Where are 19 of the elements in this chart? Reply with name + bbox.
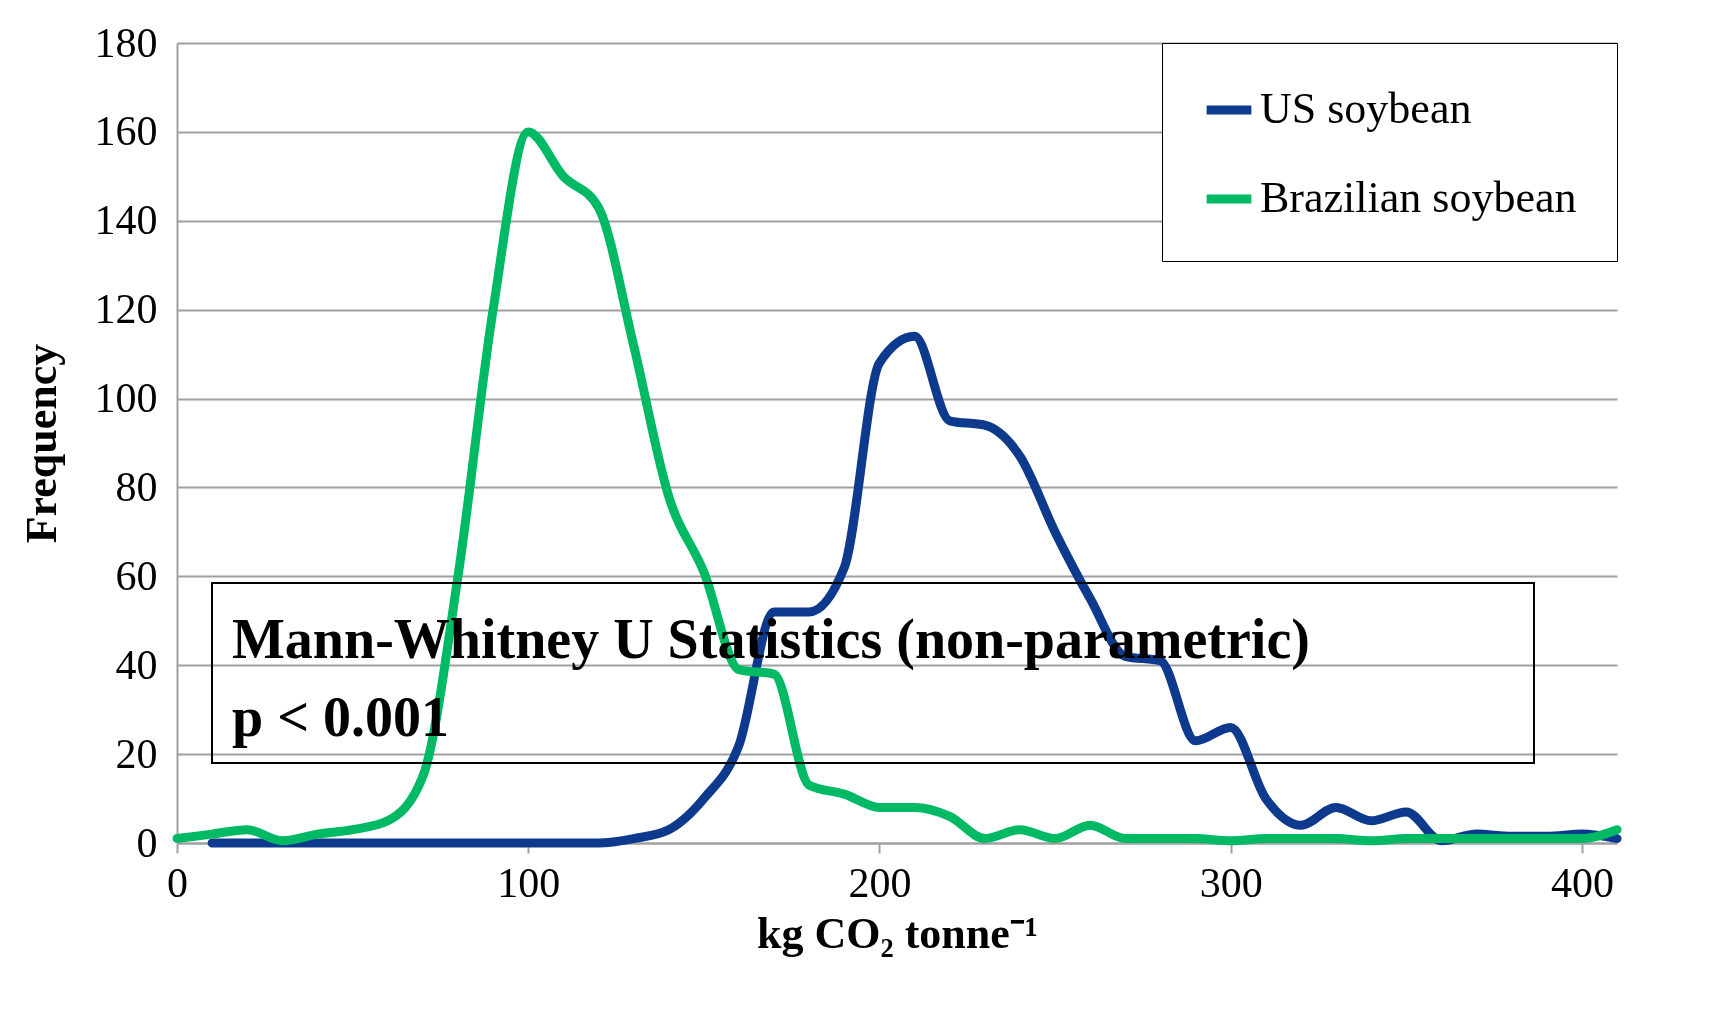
- y-tick-label: 60: [115, 552, 158, 599]
- legend-label: Brazilian soybean: [1260, 173, 1577, 222]
- x-tick-label: 400: [1550, 859, 1614, 906]
- x-tick-label: 200: [848, 859, 912, 906]
- x-tick-label: 100: [497, 859, 561, 906]
- x-axis-title: kg CO₂ tonne⁻¹: [757, 908, 1038, 958]
- y-tick-label: 180: [94, 19, 158, 66]
- x-tick-label: 0: [167, 859, 188, 906]
- y-tick-label: 0: [136, 819, 158, 866]
- x-tick-label: 300: [1199, 859, 1263, 906]
- y-tick-label: 20: [115, 730, 158, 777]
- legend-label: US soybean: [1260, 84, 1472, 133]
- y-tick-label: 80: [115, 463, 158, 510]
- y-tick-label: 140: [94, 197, 158, 244]
- y-tick-label: 120: [94, 286, 158, 333]
- y-tick-label: 160: [94, 108, 158, 155]
- y-tick-label: 40: [115, 641, 158, 688]
- y-tick-label: 100: [94, 375, 158, 422]
- y-axis-title: Frequency: [16, 343, 66, 544]
